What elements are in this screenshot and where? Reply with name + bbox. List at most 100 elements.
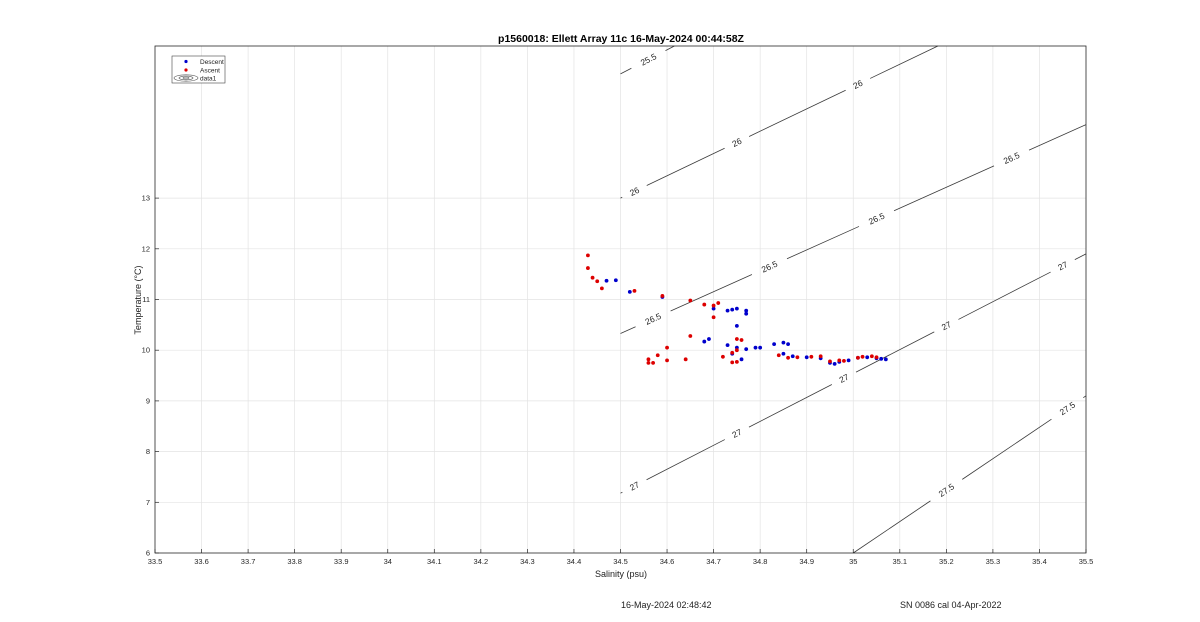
contour-line [855, 331, 935, 373]
contour-line [670, 274, 753, 312]
x-tick-label: 34.9 [799, 557, 814, 566]
contour-label: 25.5 [639, 51, 659, 68]
ascent-point [702, 302, 707, 307]
data-points [586, 253, 888, 366]
contour-line [620, 326, 636, 334]
ascent-point [665, 358, 669, 363]
contour-label: 27 [628, 479, 641, 492]
descent-point [604, 278, 609, 283]
contour-line [620, 491, 623, 494]
ascent-point [818, 354, 823, 359]
x-tick-label: 33.8 [287, 557, 302, 566]
contour-label: 27 [1056, 259, 1069, 272]
x-tick-label: 34.5 [613, 557, 628, 566]
contour-line [748, 89, 846, 137]
ascent-point [869, 354, 874, 359]
ascent-point [734, 359, 739, 364]
ascent-point [646, 357, 651, 362]
ascent-point [688, 298, 693, 303]
ascent-point [739, 338, 744, 342]
contour-line [869, 45, 939, 79]
ascent-point [586, 253, 590, 258]
y-tick-label: 7 [146, 498, 150, 507]
descent-point [804, 355, 809, 360]
contour-line [620, 196, 623, 199]
x-tick-label: 34.6 [660, 557, 675, 566]
ascent-point [632, 288, 637, 293]
descent-point [725, 308, 730, 313]
y-tick-label: 11 [142, 295, 150, 304]
y-tick-label: 12 [142, 244, 150, 253]
x-tick-label: 34.1 [427, 557, 442, 566]
contour-line [646, 439, 725, 481]
contour-label: 26.5 [867, 211, 886, 227]
axis-ticks: 33.5 33.6 33.7 33.8 33.9 34 34.1 34.2 34.3 34.4 34… [142, 194, 1094, 566]
legend-data1-contour-icon [173, 74, 199, 82]
contour-line [646, 147, 725, 186]
legend-descent-label: Descent [200, 59, 224, 66]
descent-point [739, 357, 744, 362]
x-tick-label: 34.4 [567, 557, 582, 566]
ascent-point [795, 355, 800, 360]
descent-point [781, 351, 786, 356]
descent-point [846, 358, 851, 363]
descent-point [865, 355, 870, 360]
contour-label: 27 [730, 427, 743, 440]
descent-point [879, 356, 884, 361]
descent-point [730, 307, 735, 312]
descent-point [711, 306, 716, 311]
ascent-point [711, 303, 716, 308]
descent-point [613, 278, 618, 283]
descent-point [744, 311, 749, 316]
y-tick-label: 13 [142, 194, 150, 203]
y-axis-label: Temperature (°C) [133, 265, 143, 334]
ascent-point [590, 275, 595, 280]
ascent-point [874, 355, 879, 360]
contour-line [748, 384, 833, 428]
ascent-point [683, 357, 688, 362]
descent-point [832, 361, 837, 366]
contour-line [1074, 253, 1087, 260]
descent-point [781, 340, 786, 345]
descent-point [790, 354, 795, 359]
descent-point [702, 339, 707, 344]
ascent-point [716, 301, 721, 305]
ascent-point [651, 360, 655, 365]
descent-point [753, 345, 758, 350]
contour-line [786, 226, 860, 260]
legend-box [171, 55, 226, 84]
x-tick-label: 33.6 [194, 557, 209, 566]
footer-serial-calibration: SN 0086 cal 04-Apr-2022 [900, 600, 1002, 610]
ascent-point [786, 355, 790, 360]
x-tick-label: 34.2 [474, 557, 489, 566]
ascent-point [842, 358, 846, 363]
x-tick-label: 34.7 [706, 557, 721, 566]
ascent-point [688, 334, 693, 338]
contour-label: 26 [730, 136, 743, 149]
contour-label: 26.5 [760, 259, 779, 275]
ascent-point [734, 348, 739, 353]
ascent-point [599, 286, 604, 291]
ascent-point [730, 350, 735, 355]
ascent-point [646, 360, 651, 365]
contour-label: 27 [940, 319, 953, 332]
descent-point [707, 337, 711, 341]
descent-point [725, 343, 730, 348]
y-tick-label: 10 [142, 346, 150, 355]
contour-line [853, 500, 931, 554]
x-tick-label: 35.3 [986, 557, 1001, 566]
descent-point [744, 308, 749, 313]
descent-point [786, 342, 790, 347]
ascent-point [586, 266, 590, 270]
contour-line [1083, 395, 1087, 398]
ascent-point [711, 315, 716, 320]
descent-point [758, 345, 763, 350]
ascent-point [809, 354, 814, 359]
ascent-point [734, 337, 739, 341]
ascent-point [721, 354, 725, 359]
contour-line [893, 165, 995, 212]
contour-line [620, 67, 632, 75]
ascent-point [828, 359, 832, 364]
legend-ascent-label: Ascent [200, 68, 220, 75]
